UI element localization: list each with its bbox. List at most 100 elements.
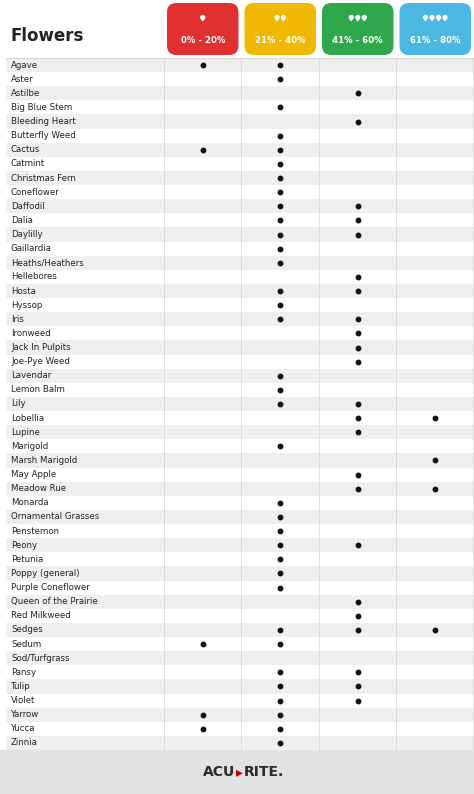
Text: Tulip: Tulip [11, 682, 31, 691]
Text: Penstemon: Penstemon [11, 526, 59, 536]
Bar [6, 157, 474, 171]
Bar [6, 680, 474, 693]
Polygon shape [356, 17, 359, 21]
Bar [0, 58, 474, 750]
Bar [6, 736, 474, 750]
Circle shape [430, 15, 434, 19]
Text: Big Blue Stem: Big Blue Stem [11, 103, 72, 112]
Bar [0, 750, 474, 794]
Bar [6, 383, 474, 397]
Text: Jack In Pulpits: Jack In Pulpits [11, 343, 71, 352]
Text: Red Milkweed: Red Milkweed [11, 611, 71, 620]
Bar [0, 0, 474, 58]
Text: Hosta: Hosta [11, 287, 36, 295]
Text: Marigold: Marigold [11, 442, 48, 451]
Bar [6, 623, 474, 637]
Bar [6, 214, 474, 227]
Bar [6, 355, 474, 368]
Text: Joe-Pye Weed: Joe-Pye Weed [11, 357, 70, 366]
Text: Flowers: Flowers [11, 27, 84, 45]
Bar [6, 722, 474, 736]
Circle shape [282, 15, 285, 19]
Bar [6, 439, 474, 453]
Bar [6, 397, 474, 411]
Circle shape [275, 15, 279, 19]
Circle shape [424, 15, 428, 19]
Text: Lobellia: Lobellia [11, 414, 44, 422]
Polygon shape [282, 17, 285, 21]
Circle shape [349, 15, 353, 19]
Text: Iris: Iris [11, 314, 24, 324]
Bar [6, 143, 474, 157]
Text: Hyssop: Hyssop [11, 301, 42, 310]
Bar [6, 298, 474, 312]
Polygon shape [201, 17, 204, 21]
Text: Yarrow: Yarrow [11, 710, 39, 719]
Bar [6, 580, 474, 595]
Bar [6, 693, 474, 707]
Bar [6, 312, 474, 326]
Bar [6, 87, 474, 100]
Bar [6, 524, 474, 538]
Text: Lily: Lily [11, 399, 26, 408]
Bar [6, 199, 474, 214]
Text: ▸: ▸ [236, 765, 243, 779]
Text: Agave: Agave [11, 60, 38, 70]
Bar [6, 566, 474, 580]
Bar [6, 453, 474, 468]
Polygon shape [363, 17, 366, 21]
Bar [6, 651, 474, 665]
Text: Bleeding Heart: Bleeding Heart [11, 117, 76, 126]
Bar [6, 100, 474, 114]
Text: Gaillardia: Gaillardia [11, 244, 52, 253]
Bar [6, 665, 474, 680]
FancyBboxPatch shape [322, 3, 393, 55]
Polygon shape [437, 17, 440, 21]
Circle shape [363, 15, 366, 19]
Bar [6, 171, 474, 185]
Text: Petunia: Petunia [11, 555, 43, 564]
Polygon shape [275, 17, 279, 21]
Text: Aster: Aster [11, 75, 34, 83]
Bar [6, 368, 474, 383]
Bar [6, 553, 474, 566]
Text: Cactus: Cactus [11, 145, 40, 154]
Bar [6, 72, 474, 87]
Text: Sod/Turfgrass: Sod/Turfgrass [11, 653, 70, 663]
Bar [6, 707, 474, 722]
Text: RITE.: RITE. [244, 765, 284, 779]
Bar [6, 482, 474, 495]
Text: Daylilly: Daylilly [11, 230, 43, 239]
Text: Purple Coneflower: Purple Coneflower [11, 583, 90, 592]
Text: Violet: Violet [11, 696, 36, 705]
Text: Sedges: Sedges [11, 626, 43, 634]
Bar [6, 510, 474, 524]
Text: ACU: ACU [203, 765, 235, 779]
Text: Lemon Balm: Lemon Balm [11, 385, 65, 395]
Bar [6, 270, 474, 284]
Bar [6, 185, 474, 199]
Bar [6, 495, 474, 510]
Text: Poppy (general): Poppy (general) [11, 569, 80, 578]
Text: Monarda: Monarda [11, 499, 49, 507]
Text: Lavendar: Lavendar [11, 372, 51, 380]
Bar [6, 411, 474, 425]
FancyBboxPatch shape [167, 3, 238, 55]
Text: 61% - 80%: 61% - 80% [410, 36, 461, 45]
Text: Daffodil: Daffodil [11, 202, 45, 210]
Circle shape [201, 15, 205, 19]
Bar [6, 284, 474, 298]
Text: Queen of the Prairie: Queen of the Prairie [11, 597, 98, 606]
Bar [6, 326, 474, 341]
Polygon shape [443, 17, 447, 21]
Bar [6, 637, 474, 651]
Text: Meadow Rue: Meadow Rue [11, 484, 66, 493]
Text: Ornamental Grasses: Ornamental Grasses [11, 512, 99, 522]
Text: Lupine: Lupine [11, 428, 40, 437]
FancyBboxPatch shape [245, 3, 316, 55]
FancyBboxPatch shape [400, 3, 471, 55]
Bar [6, 609, 474, 623]
Text: Catmint: Catmint [11, 160, 45, 168]
Bar [6, 425, 474, 439]
Text: 41% - 60%: 41% - 60% [332, 36, 383, 45]
